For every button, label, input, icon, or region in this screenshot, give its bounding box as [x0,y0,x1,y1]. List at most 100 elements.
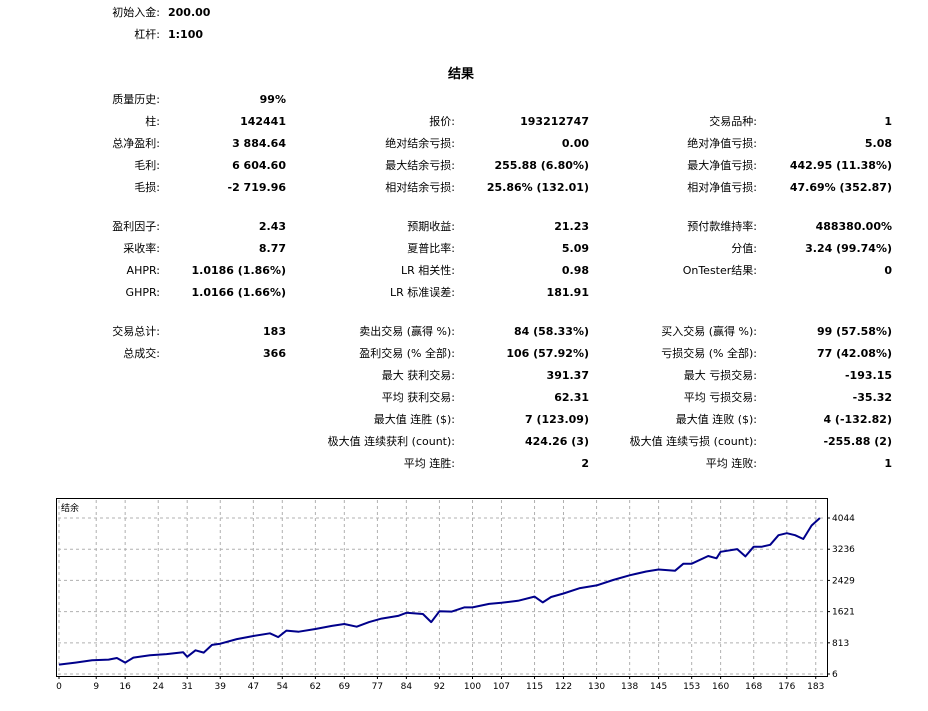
y-tick-label: 6 [832,670,838,680]
stat-value: 442.95 (11.38%) [789,159,892,172]
stat-label: 盈利因子: [112,220,160,233]
x-tick-label: 0 [56,682,62,692]
y-tick-label: 813 [832,639,849,649]
stat-label: 最大净值亏损: [687,159,757,172]
stat-label: 最大值 连败 ($): [675,413,757,426]
stat-label: 毛损: [134,181,160,194]
stat-value: -2 719.96 [227,181,287,194]
stat-value: 47.69% (352.87) [789,181,892,194]
stat-value: 183 [263,325,286,338]
x-tick-label: 168 [745,682,762,692]
stat-value: 3 884.64 [232,137,286,150]
x-axis-ticks: 0 9 16 24 31 39 47 54 62 69 77 84 92 100 107 115 122 130 1… [56,676,824,692]
stat-value: 366 [263,347,286,360]
leverage-label: 杠杆: [134,28,160,41]
stat-value: 488380.00% [815,220,892,233]
y-axis-ticks: 6 813 1621 2429 3236 4044 [827,514,855,680]
stat-value: 84 (58.33%) [513,325,589,338]
stat-label: 毛利: [134,159,160,172]
stat-label: 交易品种: [709,115,757,128]
stat-label: 平均 连胜: [403,457,455,470]
stat-value: -255.88 (2) [823,435,892,448]
stat-label: 预付款维持率: [687,220,757,233]
balance-series-line [58,517,821,666]
chart-lines [58,517,821,666]
stat-value: 99% [259,93,286,106]
stat-value: 6 604.60 [232,159,286,172]
stat-label: 平均 获利交易: [381,391,455,404]
y-tick-label: 4044 [832,514,855,524]
stat-value: 391.37 [546,369,589,382]
stat-label: 分值: [731,242,757,255]
leverage-value: 1:100 [168,28,204,41]
stat-value: 424.26 (3) [525,435,589,448]
stat-label: LR 标准误差: [390,286,455,299]
stat-label: 交易总计: [112,325,160,338]
stat-value: -35.32 [852,391,892,404]
stat-label: 卖出交易 (赢得 %): [359,325,455,338]
stat-value: 255.88 (6.80%) [494,159,590,172]
stat-label: 夏普比率: [407,242,455,255]
x-tick-label: 115 [526,682,543,692]
stat-value: 0.98 [561,264,589,277]
stat-label: 最大 获利交易: [381,369,455,382]
stat-label: GHPR: [125,286,160,299]
x-tick-label: 138 [621,682,638,692]
stat-label: 极大值 连续亏损 (count): [629,435,757,448]
x-tick-label: 9 [93,682,99,692]
x-tick-label: 24 [153,682,165,692]
initial-deposit-label: 初始入金: [112,6,160,19]
stat-label: OnTester结果: [682,264,757,277]
stat-value: 62.31 [554,391,589,404]
stat-value: 0.00 [561,137,589,150]
stat-label: 极大值 连续获利 (count): [327,435,455,448]
x-tick-label: 31 [181,682,192,692]
stat-label: 总成交: [123,347,160,360]
stat-label: 平均 亏损交易: [683,391,757,404]
stat-label: 亏损交易 (% 全部): [661,347,757,360]
stat-value: 4 (-132.82) [823,413,892,426]
chart-title: 结余 [61,502,79,514]
stat-label: 相对净值亏损: [687,181,757,194]
stat-label: 买入交易 (赢得 %): [661,325,757,338]
x-tick-label: 84 [401,682,413,692]
stat-value: 142441 [240,115,286,128]
stat-label: 最大 亏损交易: [683,369,757,382]
initial-deposit-value: 200.00 [168,6,211,19]
x-tick-label: 130 [588,682,605,692]
x-tick-label: 16 [119,682,131,692]
y-tick-label: 1621 [832,608,855,618]
stat-label: LR 相关性: [401,264,455,277]
stat-label: AHPR: [126,264,160,277]
x-tick-label: 54 [277,682,289,692]
x-tick-label: 100 [464,682,481,692]
stat-label: 平均 连败: [705,457,757,470]
x-tick-label: 122 [555,682,572,692]
stat-label: 最大值 连胜 ($): [373,413,455,426]
stat-value: 106 (57.92%) [506,347,589,360]
stat-label: 柱: [145,115,160,128]
stat-label: 盈利交易 (% 全部): [359,347,455,360]
stat-value: 1.0186 (1.86%) [191,264,287,277]
stat-value: 7 (123.09) [525,413,589,426]
stat-value: -193.15 [844,369,892,382]
chart-plot-area [56,498,828,677]
y-tick-label: 3236 [832,545,855,555]
x-tick-label: 153 [683,682,700,692]
stat-label: 采收率: [123,242,160,255]
x-tick-label: 77 [372,682,383,692]
stat-value: 5.08 [864,137,892,150]
x-tick-label: 62 [310,682,321,692]
stat-label: 质量历史: [112,93,160,106]
x-tick-label: 47 [248,682,259,692]
stat-value: 99 (57.58%) [816,325,892,338]
stat-label: 报价: [429,115,455,128]
results-title: 结果 [447,67,474,82]
x-tick-label: 145 [650,682,667,692]
x-tick-label: 160 [712,682,729,692]
stat-label: 绝对净值亏损: [687,137,757,150]
stat-value: 181.91 [546,286,589,299]
stat-label: 总净盈利: [112,137,160,150]
stat-value: 1 [884,457,892,470]
stat-value: 8.77 [258,242,286,255]
